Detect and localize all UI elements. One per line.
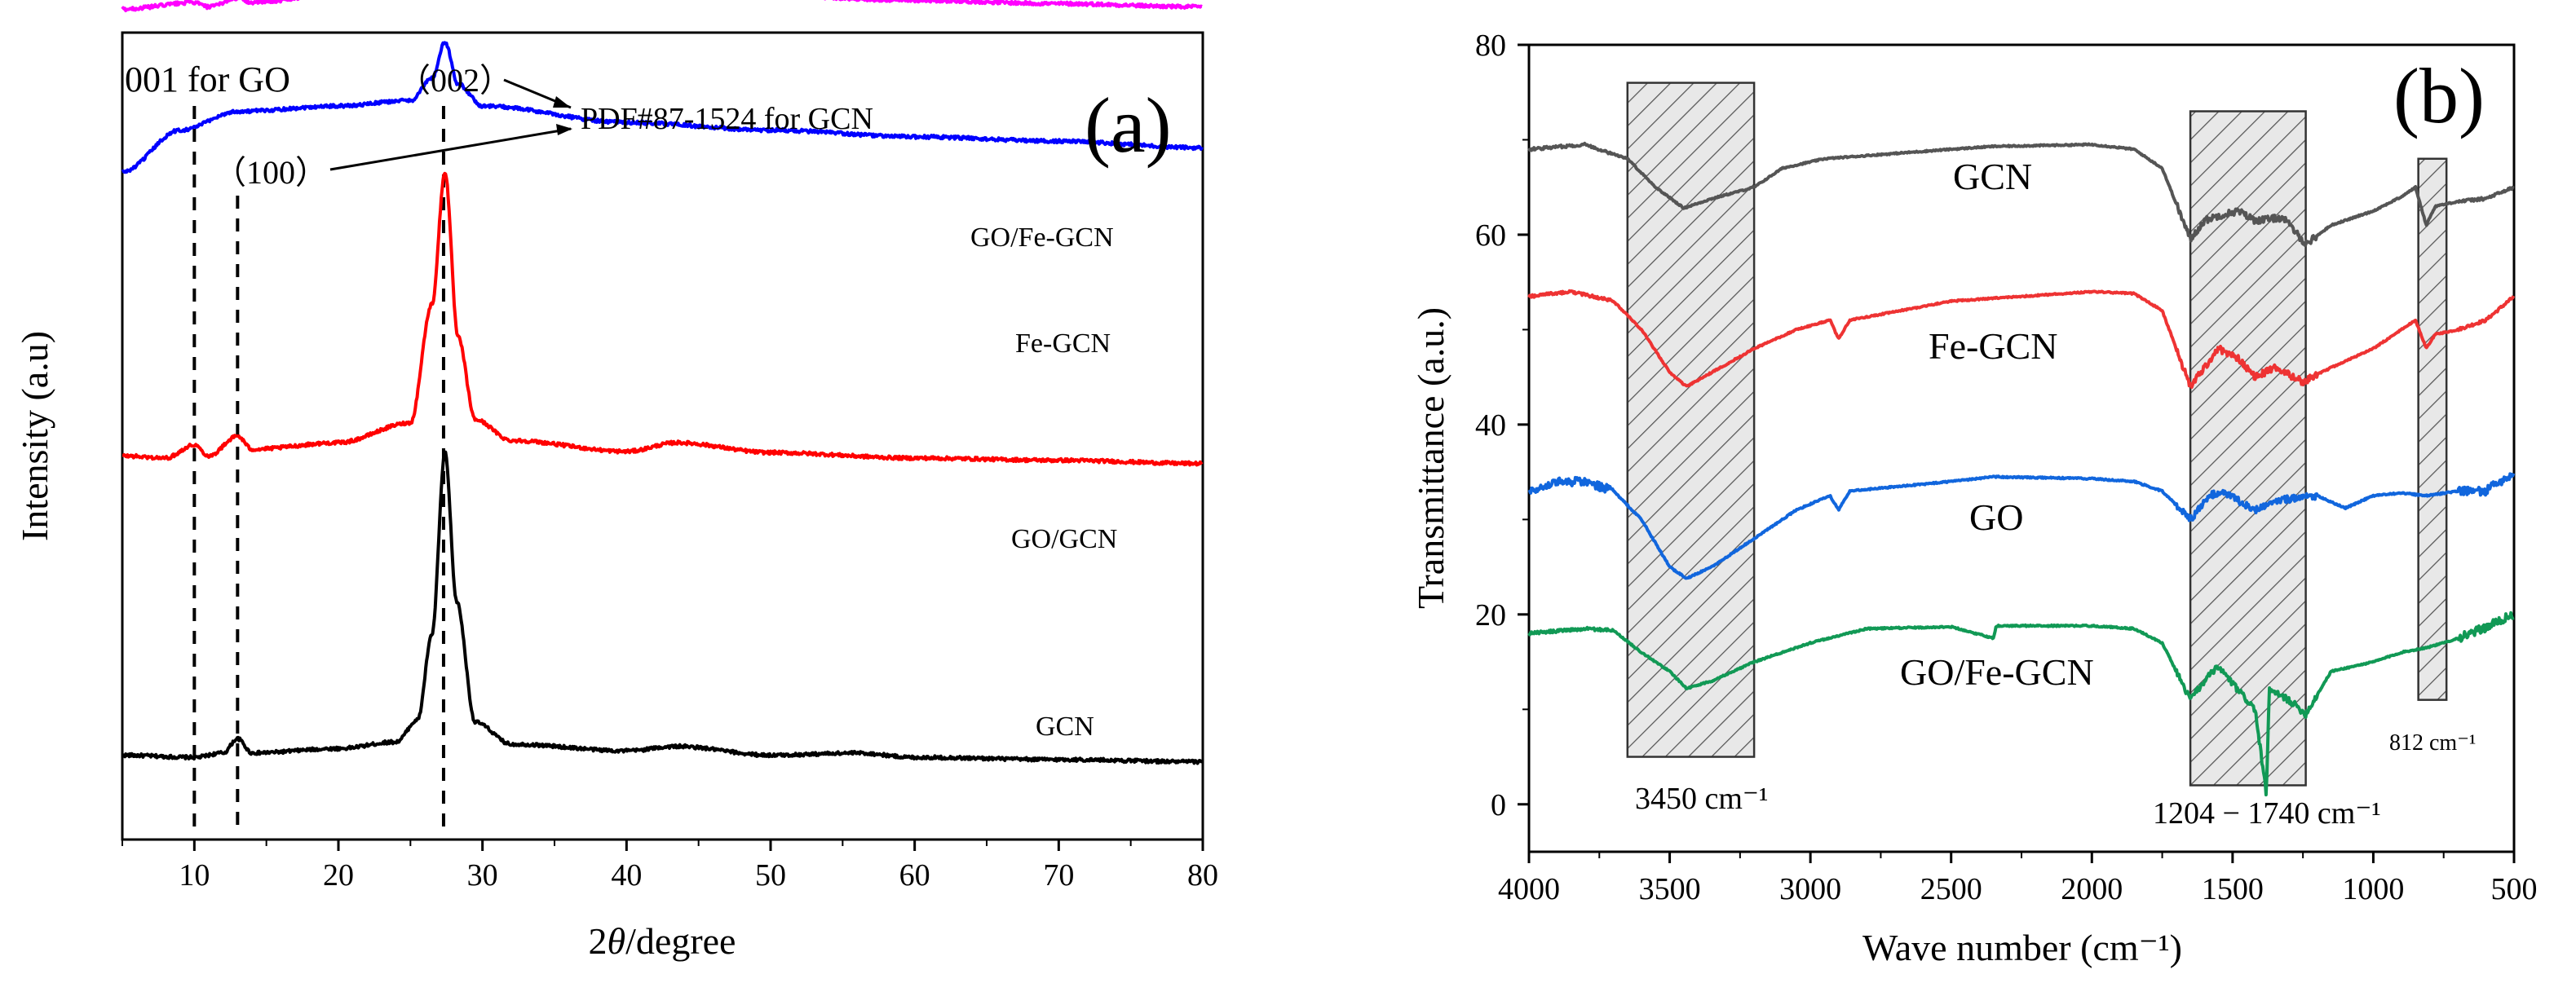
annotation-001-for-go: 001 for GO [125, 60, 290, 99]
series-gcn-xrd [121, 450, 1203, 765]
annotation-002: （002） [398, 62, 512, 99]
curve-label-gcn-a: GCN [1036, 712, 1094, 742]
panel-b-x-tick-label: 500 [2491, 872, 2538, 906]
panel-a-label: (a) [1085, 82, 1172, 169]
panel-b-x-tick-label: 1500 [2202, 872, 2264, 906]
curve-label-go-b: GO [1969, 496, 2023, 538]
series-go-fe-gcn-xrd [121, 0, 1203, 12]
panel-a-x-tick-label: 30 [467, 858, 498, 893]
band-label-1204-1740: 1204 − 1740 cm⁻¹ [2153, 796, 2381, 831]
panel-b-x-tick-label: 2500 [1920, 872, 1982, 906]
panel-a-x-tick-label: 60 [899, 858, 930, 893]
hatched-band-2 [2189, 110, 2307, 787]
panel-b-y-tick-label: 60 [1475, 218, 1506, 253]
panel-a-x-tick-label: 10 [179, 858, 210, 893]
panel-b-x-tick-label: 1000 [2342, 872, 2404, 906]
panel-b-x-axis-title: Wave number (cm⁻¹) [1862, 927, 2182, 968]
arrowhead-002 [553, 96, 571, 108]
panel-b-series-group [1527, 141, 2516, 797]
series-go-gcn-xrd [122, 171, 1204, 467]
annotation-pdf-reference: PDF#87-1524 for GCN [581, 102, 873, 136]
panel-a-x-tick-label: 40 [611, 858, 642, 893]
panel-b-x-tick-label: 3500 [1639, 872, 1701, 906]
panel-a-x-tick-label: 80 [1187, 858, 1218, 893]
annotation-100: （100） [214, 154, 328, 191]
panel-a-x-tick-label: 20 [323, 858, 354, 893]
series-fe-gcn-ftir [1527, 289, 2516, 389]
panel-b-label: (b) [2393, 52, 2485, 139]
series-go-ftir [1527, 472, 2516, 580]
hatched-band-3 [2417, 157, 2448, 701]
curve-label-go-fe-gcn-b: GO/Fe-GCN [1900, 651, 2094, 693]
hatched-band-1 [1626, 82, 1756, 758]
series-fe-gcn-xrd [121, 41, 1204, 174]
arrowhead-100 [556, 124, 572, 135]
panel-b-x-tick-label: 3000 [1779, 872, 1841, 906]
panel-a-x-axis-title: 2θ/degree [589, 920, 736, 962]
arrow-100-to-pdf [329, 127, 572, 171]
series-go-fe-gcn-ftir [1527, 610, 2515, 797]
curve-label-gcn-b: GCN [1953, 156, 2032, 197]
series-gcn-ftir [1527, 141, 2515, 247]
curve-label-go-gcn-a: GO/GCN [1011, 524, 1117, 554]
panel-b-y-tick-label: 20 [1475, 598, 1506, 633]
panel-a-xrd-chart: 10 20 30 40 50 60 70 80 001 for GO （002） （100） … [14, 0, 1218, 962]
panel-b-x-tick-label: 2000 [2061, 872, 2123, 906]
panel-a-frame [121, 31, 1204, 841]
panel-b-hatched-bands [1626, 82, 2448, 787]
panel-a-y-axis-title: Intensity (a.u) [14, 331, 55, 541]
panel-b-y-tick-label: 40 [1475, 408, 1506, 443]
panel-b-y-tick-label: 80 [1475, 29, 1506, 63]
panel-b-y-ticks: 0 20 40 60 80 [1475, 29, 1529, 822]
panel-b-y-axis-title: Transmittance (a.u.) [1410, 307, 1451, 609]
curve-label-fe-gcn-a: Fe-GCN [1015, 328, 1111, 359]
panel-b-x-tick-label: 4000 [1498, 872, 1560, 906]
panel-b-ftir-chart: 4000 3500 3000 2500 2000 1500 1000 500 0 20 40 60 8… [1410, 29, 2538, 968]
curve-label-go-fe-gcn-a: GO/Fe-GCN [970, 223, 1114, 253]
panel-b-x-ticks: 4000 3500 3000 2500 2000 1500 1000 500 [1498, 852, 2538, 906]
band-label-812: 812 cm⁻¹ [2389, 730, 2476, 756]
curve-label-fe-gcn-b: Fe-GCN [1929, 325, 2057, 367]
band-label-3450: 3450 cm⁻¹ [1635, 782, 1768, 816]
panel-a-x-tick-label: 50 [755, 858, 786, 893]
panel-a-x-ticks: 10 20 30 40 50 60 70 80 [122, 840, 1218, 893]
panel-a-reference-lines [192, 106, 445, 833]
panel-b-y-tick-label: 0 [1491, 788, 1506, 822]
panel-a-x-tick-label: 70 [1043, 858, 1074, 893]
panel-a-series-group [121, 0, 1204, 765]
